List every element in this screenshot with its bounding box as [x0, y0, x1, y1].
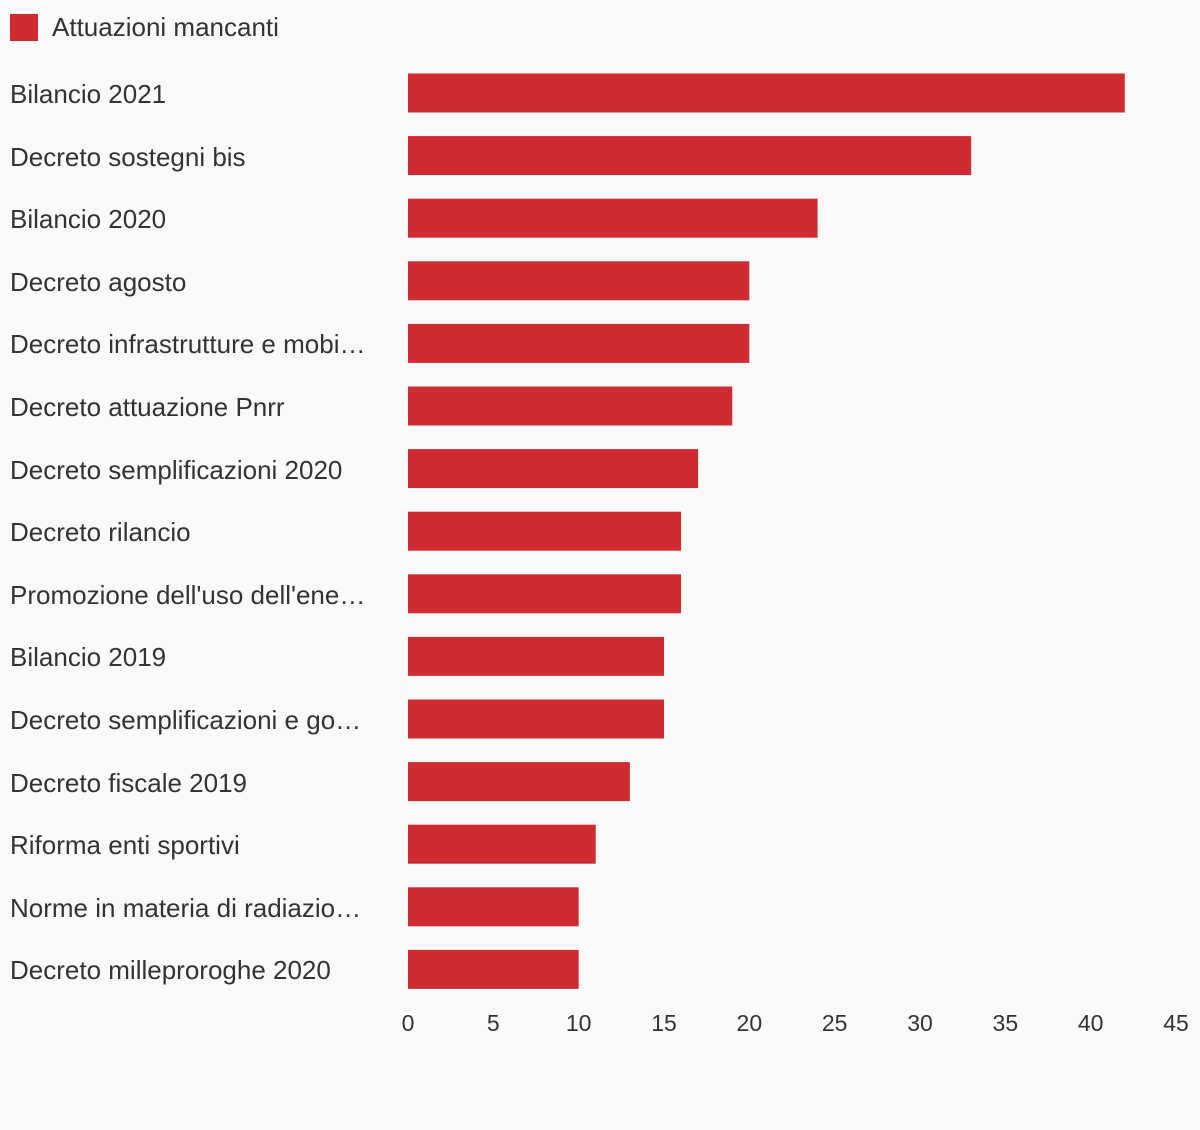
bar: [408, 261, 750, 301]
bar: [408, 511, 682, 551]
x-tick-label: 20: [737, 1010, 763, 1036]
bar: [408, 699, 664, 739]
x-tick-label: 5: [487, 1010, 500, 1036]
bar: [408, 198, 818, 238]
x-tick-label: 35: [993, 1010, 1019, 1036]
legend-swatch: [10, 13, 38, 41]
bar: [408, 574, 682, 614]
x-tick-label: 25: [822, 1010, 848, 1036]
x-tick-label: 10: [566, 1010, 592, 1036]
bar: [408, 636, 664, 676]
x-tick-label: 45: [1163, 1010, 1189, 1036]
x-tick-label: 15: [651, 1010, 677, 1036]
bar: [408, 762, 630, 802]
bar: [408, 73, 1125, 113]
bar: [408, 323, 750, 363]
bar: [408, 449, 699, 489]
bar: [408, 386, 733, 426]
bar: [408, 949, 579, 989]
x-tick-label: 30: [907, 1010, 933, 1036]
bar: [408, 136, 972, 176]
legend-label: Attuazioni mancanti: [52, 12, 279, 42]
bar: [408, 887, 579, 927]
x-tick-label: 40: [1078, 1010, 1104, 1036]
x-tick-label: 0: [402, 1010, 415, 1036]
bar: [408, 824, 596, 864]
chart-legend: Attuazioni mancanti: [10, 10, 279, 44]
